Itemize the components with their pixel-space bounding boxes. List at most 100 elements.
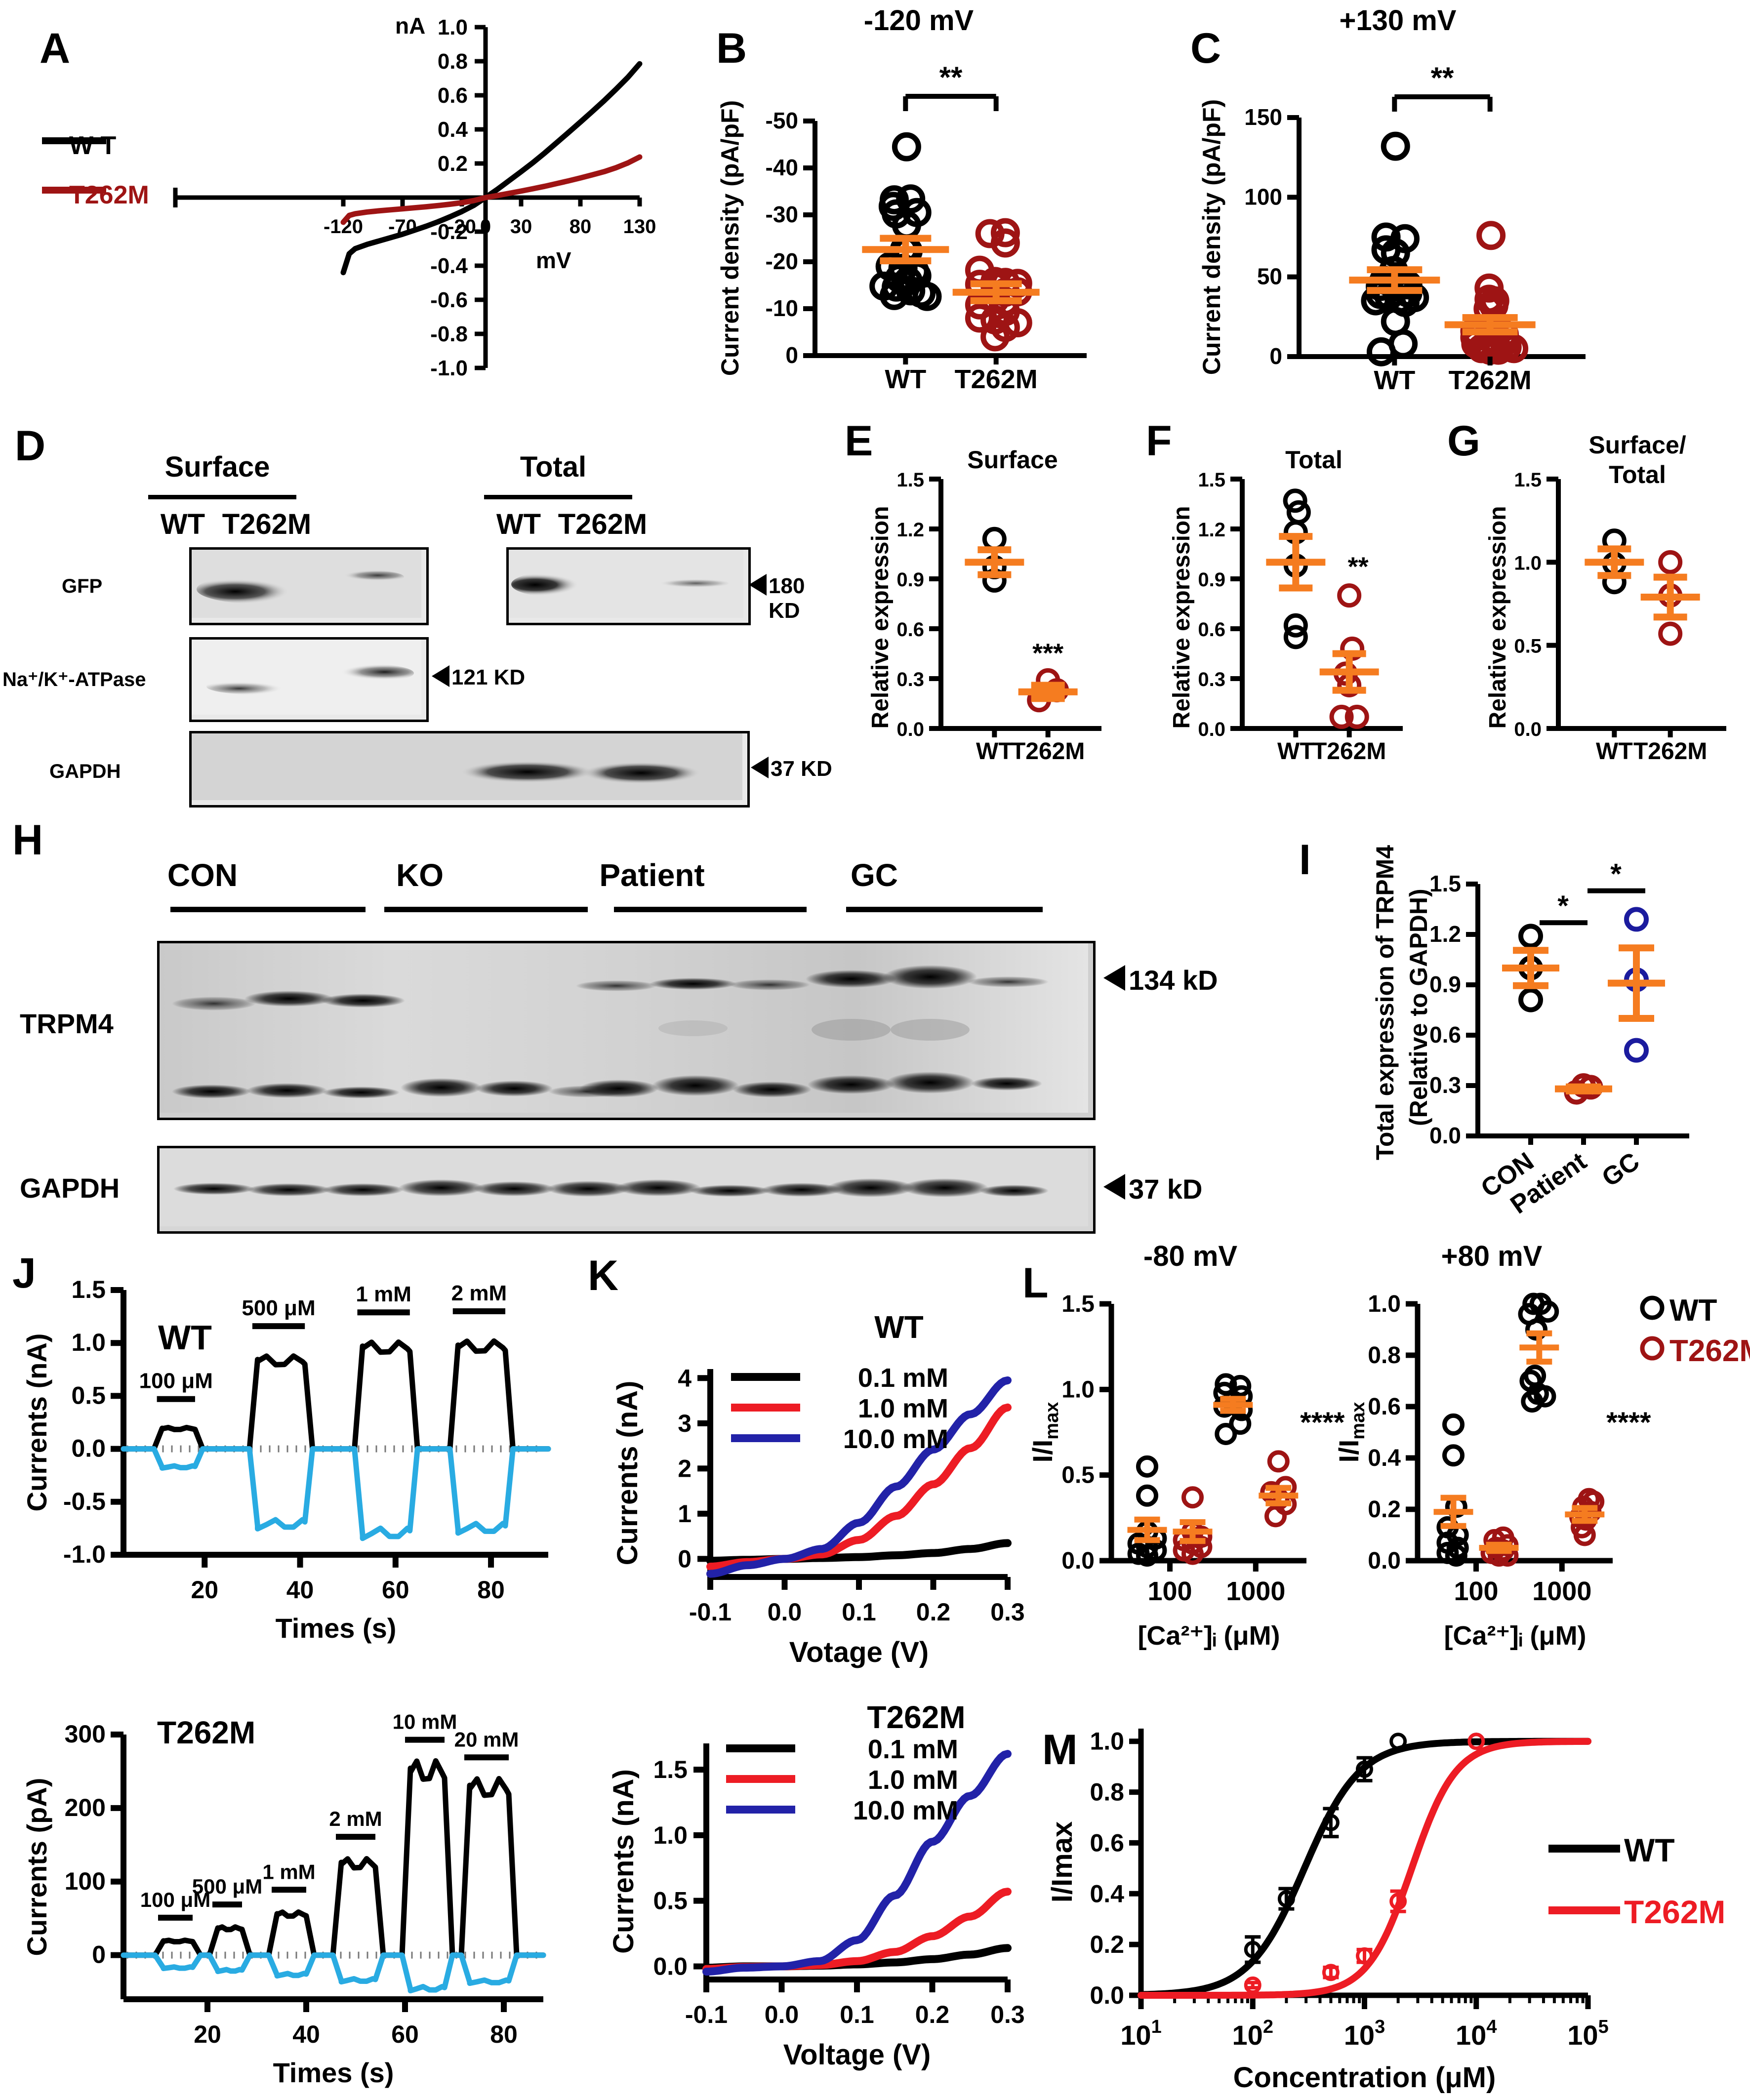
svg-text:Currents (nA): Currents (nA) [608,1769,640,1954]
svg-text:[Ca²⁺]ᵢ (μM): [Ca²⁺]ᵢ (μM) [1444,1621,1586,1651]
surface-underline [148,495,296,499]
svg-text:0.1 mM: 0.1 mM [868,1735,958,1764]
svg-text:150: 150 [1244,104,1282,130]
panel-a: A 1.0 0.8 0.6 0.4 0.2 -0.2 -0.4 -0.6 -0.8 -1.0 -12… [0,0,692,420]
svg-text:1.0: 1.0 [1090,1728,1124,1755]
svg-text:0.3: 0.3 [1429,1072,1461,1098]
svg-text:0.3: 0.3 [1198,669,1225,690]
panel-l-legend-wt: WT [1669,1293,1717,1328]
svg-text:1.0: 1.0 [653,1821,688,1849]
svg-text:1 mM: 1 mM [356,1282,411,1306]
panel-d-lane-wt-surface: WT [160,508,205,540]
panel-h-label: H [12,816,43,864]
panel-d-row-atpase: Na⁺/K⁺-ATPase [2,669,146,690]
panel-j: J 1.5 1.0 0.5 0.0 -0.5 -1.0 20 40 60 80 Currents (… [0,1235,573,1650]
svg-text:0.8: 0.8 [1090,1778,1124,1806]
svg-text:0.2: 0.2 [915,2001,950,2028]
svg-text:-1.0: -1.0 [430,356,468,380]
svg-text:1.5: 1.5 [1198,469,1225,491]
svg-text:2 mM: 2 mM [329,1807,382,1830]
panel-i: I Total expression of TRPM4 (Relative to… [1264,810,1750,1235]
svg-text:**: ** [939,61,963,94]
blot-atpase-surface [189,637,429,722]
panel-k2-plot: 1.5 1.0 0.5 0.0 -0.1 0.0 0.1 0.2 0.3 Currents (nA… [608,1735,1025,2071]
arrow-180kd-icon [749,574,767,596]
panel-b-title: -120 mV [863,4,974,37]
svg-text:4: 4 [678,1364,692,1392]
svg-text:0.0: 0.0 [653,1952,688,1980]
panel-d-mw-121: 121 KD [451,665,526,689]
blot-trpm4-image [160,943,1088,1113]
svg-text:300: 300 [65,1720,106,1748]
svg-text:T262M: T262M [955,364,1038,394]
svg-text:0.6: 0.6 [896,619,924,641]
svg-text:-20: -20 [448,216,476,238]
svg-text:30: 30 [510,216,532,238]
svg-text:100: 100 [65,1867,106,1895]
svg-text:Times (s): Times (s) [273,2057,394,2088]
panel-d-lane-t262m-total: T262M [558,508,648,540]
svg-text:1.5: 1.5 [1429,871,1461,896]
svg-text:100: 100 [1147,1576,1192,1606]
panel-f-label: F [1146,417,1172,465]
svg-text:1.2: 1.2 [1198,519,1225,541]
panel-m-legend-wt-line [1548,1845,1620,1853]
svg-text:105: 105 [1567,2017,1608,2051]
panel-m-legend-t262m: T262M [1624,1894,1726,1930]
svg-text:40: 40 [292,2020,320,2048]
panel-d-lane-wt-total: WT [496,508,541,540]
panel-d: D Surface Total WT T262M WT T262M [0,420,840,810]
svg-text:104: 104 [1456,2017,1497,2051]
svg-text:0.0: 0.0 [1090,1981,1124,2009]
svg-text:0.9: 0.9 [1429,971,1461,997]
svg-text:0.0: 0.0 [1198,719,1225,740]
svg-text:-0.4: -0.4 [430,254,468,278]
svg-text:60: 60 [382,1576,409,1604]
svg-text:-10: -10 [766,295,798,321]
svg-text:1: 1 [678,1500,692,1528]
svg-text:-0.8: -0.8 [430,322,468,346]
panel-m-legend-t262m-line [1548,1906,1620,1914]
blot-gfp-total [506,547,751,625]
svg-text:80: 80 [490,2020,518,2048]
panel-d-mw-37: 37 KD [771,757,832,781]
svg-text:200: 200 [65,1794,106,1821]
svg-text:T262M: T262M [1633,738,1707,765]
svg-text:WT: WT [158,1318,212,1357]
svg-text:0.5: 0.5 [71,1381,106,1409]
svg-text:****: **** [1606,1407,1651,1439]
svg-text:*: * [1557,890,1569,922]
panel-e-title: Surface [967,446,1058,474]
panel-a-ylabel: nA [395,13,426,39]
svg-text:2 mM: 2 mM [451,1281,507,1305]
panel-f: F Total 1.5 1.2 0.9 0.6 0.3 0.0 WT T262M Relativ… [1141,420,1447,810]
panel-j2-plot: 300 200 100 0 20 40 60 80 Currents (pA) Times (s)… [21,1710,546,2088]
panel-f-title: Total [1285,446,1343,474]
panel-h-header-gc: GC [851,857,898,893]
svg-text:0.3: 0.3 [990,1598,1025,1626]
svg-text:0.4: 0.4 [1368,1445,1401,1471]
panel-m-plot: 1.0 0.8 0.6 0.4 0.2 0.0 101 102 103 104 105 I/Imax C… [1046,1728,1609,2094]
panel-h-row-trpm4: TRPM4 [20,1008,114,1039]
svg-text:0: 0 [1269,343,1282,369]
panel-h-header-patient: Patient [599,857,705,893]
svg-text:10.0 mM: 10.0 mM [843,1424,948,1454]
svg-text:I/Imax: I/Imax [1046,1821,1078,1902]
panel-l-legend-t262m: T262M [1669,1334,1750,1368]
panel-l: L -80 mV +80 mV 1.5 1.0 0.5 0.0 100 1000 I/Ima… [1017,1235,1750,1651]
svg-text:Relative expression: Relative expression [1169,506,1195,729]
svg-text:1 mM: 1 mM [262,1860,315,1883]
panel-i-label: I [1299,836,1311,884]
svg-text:103: 103 [1344,2017,1385,2051]
svg-text:I/Imax: I/Imax [1027,1402,1062,1463]
svg-text:1.5: 1.5 [1514,469,1542,491]
svg-text:Voltage (V): Voltage (V) [783,2039,931,2071]
svg-text:60: 60 [391,2020,419,2048]
svg-text:Relative expression: Relative expression [1485,506,1511,729]
svg-text:0.2: 0.2 [438,152,468,176]
svg-text:0.6: 0.6 [1429,1022,1461,1048]
svg-text:100 μM: 100 μM [139,1369,213,1393]
panel-j-plot: 1.5 1.0 0.5 0.0 -0.5 -1.0 20 40 60 80 Currents (nA… [21,1276,551,1644]
panel-d-row-gfp: GFP [62,575,103,597]
